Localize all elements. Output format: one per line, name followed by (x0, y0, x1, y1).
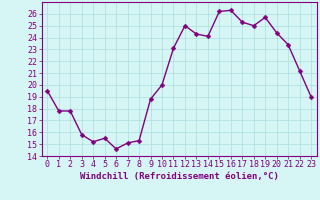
X-axis label: Windchill (Refroidissement éolien,°C): Windchill (Refroidissement éolien,°C) (80, 172, 279, 181)
